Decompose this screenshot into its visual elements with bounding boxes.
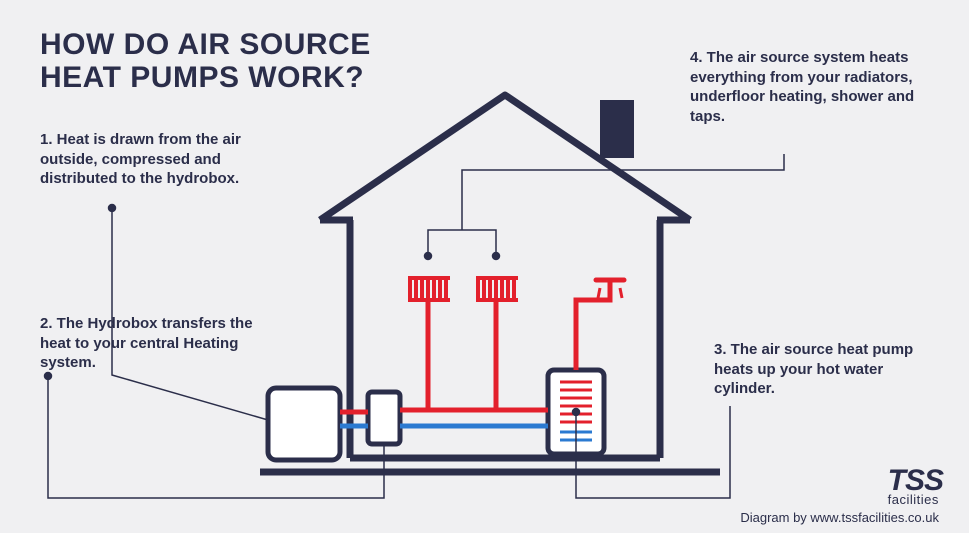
diagram-svg [0,0,969,533]
logo-brand: TSS [888,468,943,494]
radiator-1 [408,278,450,300]
brand-logo: TSS facilities [888,468,943,505]
attribution-text: Diagram by www.tssfacilities.co.uk [740,510,939,525]
heat-pump-unit [268,388,340,460]
hydrobox [368,392,400,444]
chimney [600,100,634,158]
logo-sub: facilities [888,494,943,505]
shower-icon [576,280,624,370]
radiator-2 [476,278,518,300]
